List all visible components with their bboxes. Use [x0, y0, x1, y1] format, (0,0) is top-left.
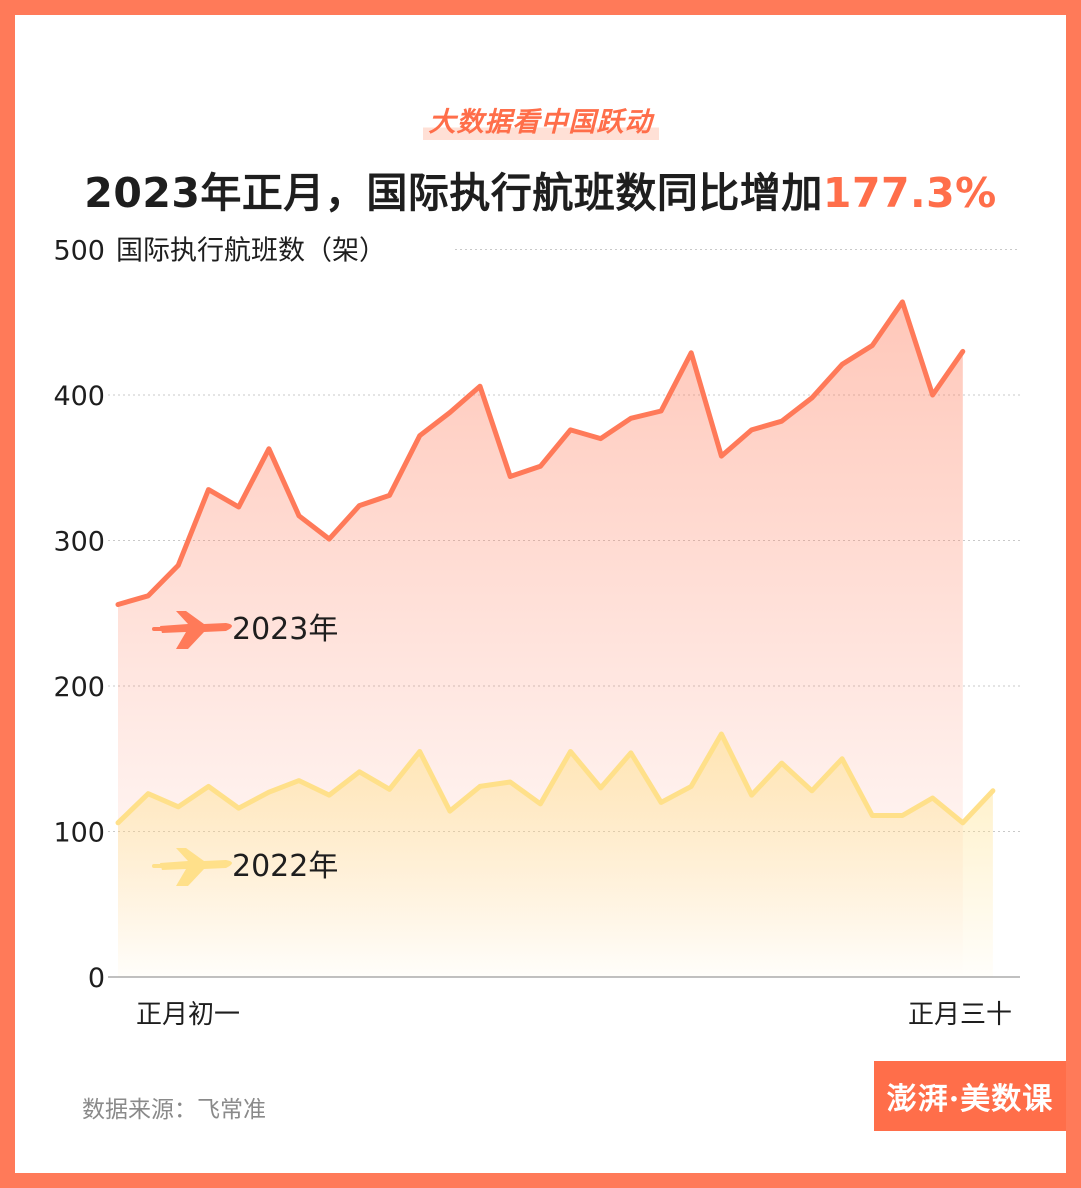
title-highlight: 177.3%: [822, 169, 997, 217]
y-tick-label-300: 300: [53, 527, 105, 558]
infographic-card: 大数据看中国跃动 2023年正月，国际执行航班数同比增加177.3% 0 100 2…: [15, 15, 1066, 1173]
legend-label-2023: 2023年: [232, 612, 338, 647]
plane-icon-2023: [152, 611, 232, 649]
x-tick-label-end: 正月三十: [908, 1000, 1012, 1030]
y-tick-label-400: 400: [53, 381, 105, 412]
y-tick-label-200: 200: [53, 672, 105, 703]
legend-label-2022: 2022年: [232, 849, 338, 884]
y-axis-title: 国际执行航班数（架）: [116, 236, 386, 267]
publisher-logo: 澎湃·美数课: [874, 1061, 1066, 1131]
area-2022: [118, 734, 993, 977]
chart-title: 2023年正月，国际执行航班数同比增加177.3%: [15, 159, 1066, 219]
y-tick-label-0: 0: [88, 963, 105, 994]
y-tick-label-500: 500: [53, 236, 105, 267]
x-tick-label-start: 正月初一: [136, 1000, 240, 1030]
data-source: 数据来源：飞常准: [82, 1097, 266, 1123]
plane-icon-2022: [152, 848, 232, 886]
kicker-label: 大数据看中国跃动: [15, 100, 1066, 140]
line-area-chart: 0 100 200 300 400 500 国际执行航班数（架） 2023年 2022年正月初一…: [53, 236, 1020, 1030]
line-2023: [115, 299, 966, 607]
title-main: 2023年正月，国际执行航班数同比增加: [84, 169, 823, 217]
line-2022: [115, 731, 996, 826]
y-tick-label-100: 100: [53, 818, 105, 849]
